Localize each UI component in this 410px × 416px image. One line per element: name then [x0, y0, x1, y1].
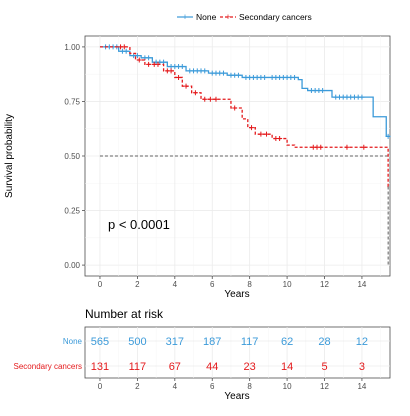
risk-table-x-title: Years	[224, 391, 249, 402]
risk-value: 44	[206, 361, 218, 373]
censor-mark	[134, 53, 140, 59]
risk-x-tick-label: 0	[98, 382, 103, 391]
y-tick-label: 0.75	[64, 97, 80, 106]
risk-value: 117	[129, 361, 147, 373]
risk-x-tick-label: 14	[357, 382, 366, 391]
x-axis-ticks: 0 2 4 6 8 10 12 14	[98, 276, 367, 289]
risk-value: 187	[203, 336, 221, 348]
risk-x-tick-label: 6	[210, 382, 215, 391]
x-tick-label: 6	[210, 280, 215, 289]
x-tick-label: 14	[357, 280, 366, 289]
risk-value: 317	[166, 336, 184, 348]
legend-item-none: + None	[177, 12, 217, 22]
risk-value: 3	[359, 361, 365, 373]
legend-item-secondary: + Secondary cancers	[220, 12, 312, 22]
risk-x-tick-label: 2	[135, 382, 140, 391]
risk-value: 12	[356, 336, 368, 348]
censor-mark	[361, 144, 367, 150]
censor-mark	[136, 57, 142, 63]
risk-value: 117	[241, 336, 259, 348]
risk-value: 28	[318, 336, 330, 348]
y-tick-label: 0.25	[64, 207, 80, 216]
censor-mark	[202, 68, 208, 74]
x-tick-label: 10	[283, 280, 292, 289]
risk-table-gridlines	[85, 327, 390, 378]
censor-mark	[123, 48, 129, 54]
censor-mark	[292, 74, 298, 80]
risk-table-title: Number at risk	[85, 307, 164, 321]
y-axis-title: Survival probability	[4, 114, 15, 198]
censor-mark	[202, 96, 208, 102]
risk-value: 62	[281, 336, 293, 348]
censor-mark	[264, 131, 270, 137]
censor-mark	[232, 105, 238, 111]
censor-mark	[213, 96, 219, 102]
censor-mark	[258, 131, 264, 137]
risk-value: 500	[128, 336, 146, 348]
censor-mark	[146, 61, 152, 67]
censor-mark	[121, 44, 127, 50]
risk-table-x-ticks: 0 2 4 6 8 10 12 14	[98, 378, 367, 391]
censor-mark	[168, 68, 174, 74]
p-value-annotation: p < 0.0001	[108, 217, 170, 232]
risk-x-tick-label: 12	[320, 382, 329, 391]
y-tick-label: 0.50	[64, 152, 80, 161]
censor-mark	[359, 94, 365, 100]
x-tick-label: 8	[247, 280, 252, 289]
y-tick-label: 0.00	[64, 261, 80, 270]
x-tick-label: 0	[98, 280, 103, 289]
risk-x-tick-label: 4	[173, 382, 178, 391]
risk-x-tick-label: 10	[283, 382, 292, 391]
risk-value: 131	[91, 361, 109, 373]
censor-mark	[318, 144, 324, 150]
censor-mark	[235, 72, 241, 78]
censor-mark	[220, 70, 226, 76]
risk-row-label: None	[63, 337, 83, 346]
risk-table-rows: None 565 500 317 187 117 62 28 12 Secondary cance…	[14, 336, 369, 373]
risk-value: 565	[91, 336, 109, 348]
legend-label-secondary: Secondary cancers	[239, 12, 312, 22]
x-tick-label: 12	[320, 280, 329, 289]
censor-mark	[385, 133, 391, 139]
y-axis-ticks: 0.00 0.25 0.50 0.75 1.00	[64, 43, 85, 270]
risk-value: 67	[169, 361, 181, 373]
censor-mark	[207, 96, 213, 102]
censor-mark	[192, 90, 198, 96]
censor-mark	[344, 144, 350, 150]
risk-value: 14	[281, 361, 293, 373]
risk-value: 23	[244, 361, 256, 373]
censor-mark	[183, 83, 189, 89]
x-axis-title: Years	[224, 289, 249, 300]
legend-label-none: None	[196, 12, 217, 22]
legend-cross-none: +	[182, 12, 187, 22]
x-tick-label: 4	[173, 280, 178, 289]
risk-row-label: Secondary cancers	[14, 362, 82, 371]
legend: + None + Secondary cancers	[177, 12, 312, 22]
risk-table-panel	[84, 326, 391, 379]
survival-curves	[99, 44, 391, 266]
x-tick-label: 2	[135, 280, 140, 289]
censor-mark	[262, 74, 268, 80]
censor-mark	[320, 88, 326, 94]
risk-value: 5	[321, 361, 327, 373]
y-tick-label: 1.00	[64, 43, 80, 52]
curve-secondary-cancers	[99, 46, 390, 188]
legend-cross-secondary: +	[225, 12, 230, 22]
censor-mark	[277, 136, 283, 142]
censor-mark	[176, 74, 182, 80]
censor-mark	[249, 125, 255, 131]
censor-mark	[155, 61, 161, 67]
censor-mark	[146, 55, 152, 61]
censor-mark	[179, 64, 185, 70]
risk-x-tick-label: 8	[247, 382, 252, 391]
